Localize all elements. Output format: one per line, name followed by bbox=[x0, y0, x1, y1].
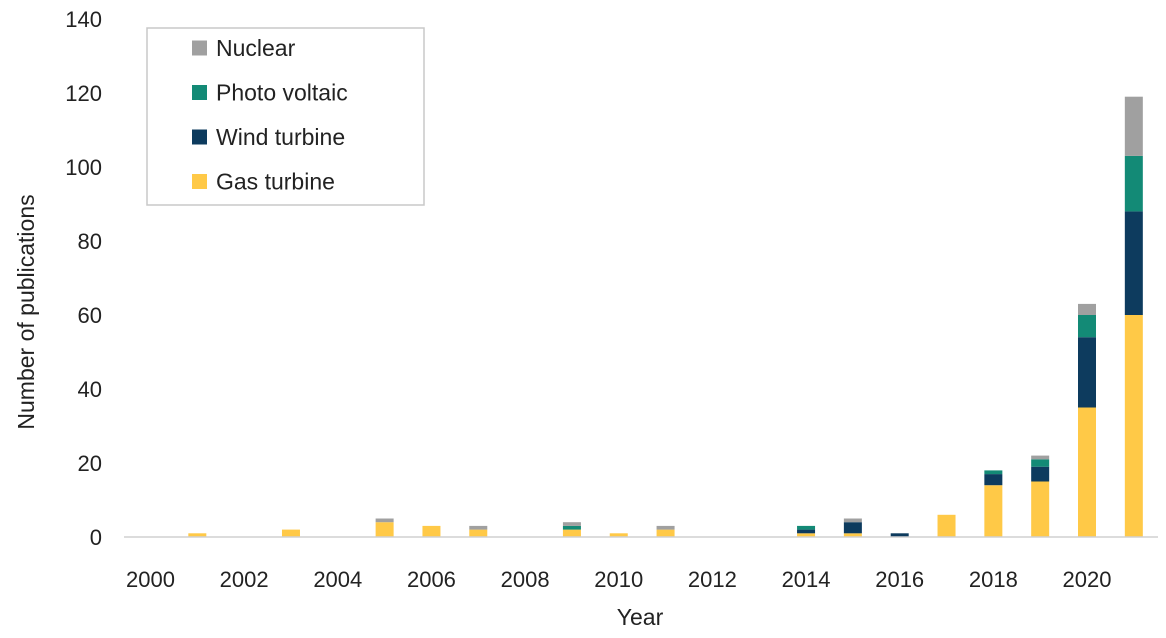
legend-label-wind-turbine: Wind turbine bbox=[216, 124, 345, 150]
x-tick-label: 2006 bbox=[407, 567, 456, 592]
bar-segment-photo-voltaic-2021 bbox=[1124, 155, 1143, 212]
legend-swatch-wind-turbine bbox=[192, 129, 207, 145]
bar-segment-nuclear-2007 bbox=[469, 525, 488, 530]
x-tick-label: 2002 bbox=[220, 567, 269, 592]
bar-segment-gas-turbine-2009 bbox=[562, 529, 581, 537]
bar-segment-gas-turbine-2007 bbox=[469, 529, 488, 537]
legend-label-photo-voltaic: Photo voltaic bbox=[216, 80, 348, 106]
bar-segment-wind-turbine-2020 bbox=[1078, 337, 1096, 408]
bar-segment-wind-turbine-2018 bbox=[984, 474, 1003, 486]
bar-segment-gas-turbine-2011 bbox=[656, 529, 675, 537]
y-axis-title: Number of publications bbox=[13, 194, 39, 429]
bar-segment-nuclear-2021 bbox=[1124, 96, 1143, 156]
bar-segment-photo-voltaic-2014 bbox=[797, 525, 816, 530]
bar-segment-gas-turbine-2018 bbox=[984, 485, 1003, 537]
y-tick-label: 0 bbox=[90, 525, 102, 550]
bar-segment-nuclear-2005 bbox=[375, 518, 394, 523]
x-tick-label: 2018 bbox=[969, 567, 1018, 592]
x-axis-ticks: 2000 2002 2004 2006 2008 2010 2012 2014 2016 2018… bbox=[126, 567, 1111, 592]
x-tick-label: 2010 bbox=[594, 567, 643, 592]
y-tick-label: 100 bbox=[65, 155, 102, 180]
bar-segment-gas-turbine-2006 bbox=[422, 525, 441, 537]
bar-segment-gas-turbine-2001 bbox=[188, 533, 207, 537]
bar-segment-nuclear-2019 bbox=[1031, 455, 1050, 460]
bar-segment-photo-voltaic-2019 bbox=[1031, 459, 1050, 467]
bar-segment-wind-turbine-2016 bbox=[890, 533, 909, 537]
bar-segment-photo-voltaic-2009 bbox=[562, 525, 581, 530]
x-tick-label: 2014 bbox=[782, 567, 831, 592]
bar-segment-wind-turbine-2015 bbox=[843, 522, 862, 534]
x-axis-title: Year bbox=[617, 604, 664, 630]
bar-segment-gas-turbine-2017 bbox=[937, 514, 956, 537]
bar-segment-gas-turbine-2021 bbox=[1124, 315, 1143, 537]
bar-segment-nuclear-2020 bbox=[1078, 303, 1096, 315]
y-tick-label: 40 bbox=[78, 377, 102, 402]
y-tick-label: 140 bbox=[65, 7, 102, 32]
bar-segment-wind-turbine-2019 bbox=[1031, 466, 1050, 482]
bars bbox=[188, 96, 1143, 537]
bar-segment-gas-turbine-2010 bbox=[609, 533, 628, 537]
bar-segment-nuclear-2009 bbox=[562, 522, 581, 526]
legend-swatch-gas-turbine bbox=[192, 174, 207, 189]
bar-segment-gas-turbine-2019 bbox=[1031, 481, 1050, 537]
legend-swatch-nuclear bbox=[192, 40, 207, 56]
x-tick-label: 2012 bbox=[688, 567, 737, 592]
legend-label-nuclear: Nuclear bbox=[216, 35, 296, 61]
bar-segment-nuclear-2015 bbox=[843, 518, 862, 523]
bar-segment-gas-turbine-2014 bbox=[797, 533, 816, 537]
x-tick-label: 2020 bbox=[1063, 567, 1112, 592]
bar-segment-gas-turbine-2020 bbox=[1078, 407, 1096, 537]
bar-segment-photo-voltaic-2018 bbox=[984, 470, 1003, 475]
legend-label-gas-turbine: Gas turbine bbox=[216, 169, 335, 195]
bar-segment-gas-turbine-2003 bbox=[281, 529, 300, 537]
bar-segment-wind-turbine-2014 bbox=[797, 529, 816, 534]
bar-segment-wind-turbine-2021 bbox=[1124, 211, 1143, 315]
bar-segment-nuclear-2011 bbox=[656, 525, 675, 530]
y-tick-label: 120 bbox=[65, 81, 102, 106]
bar-segment-gas-turbine-2015 bbox=[843, 533, 862, 537]
y-tick-label: 20 bbox=[78, 451, 102, 476]
legend-swatch-photo-voltaic bbox=[192, 85, 207, 100]
y-axis-ticks: 0 20 40 60 80 100 120 140 bbox=[65, 7, 102, 550]
x-tick-label: 2008 bbox=[501, 567, 550, 592]
bar-segment-photo-voltaic-2020 bbox=[1078, 315, 1096, 338]
bar-segment-gas-turbine-2005 bbox=[375, 522, 394, 537]
y-tick-label: 80 bbox=[78, 229, 102, 254]
legend: Nuclear Photo voltaic Wind turbine Gas turb… bbox=[146, 27, 425, 206]
x-tick-label: 2004 bbox=[313, 567, 362, 592]
x-tick-label: 2016 bbox=[875, 567, 924, 592]
y-tick-label: 60 bbox=[78, 303, 102, 328]
x-tick-label: 2000 bbox=[126, 567, 175, 592]
